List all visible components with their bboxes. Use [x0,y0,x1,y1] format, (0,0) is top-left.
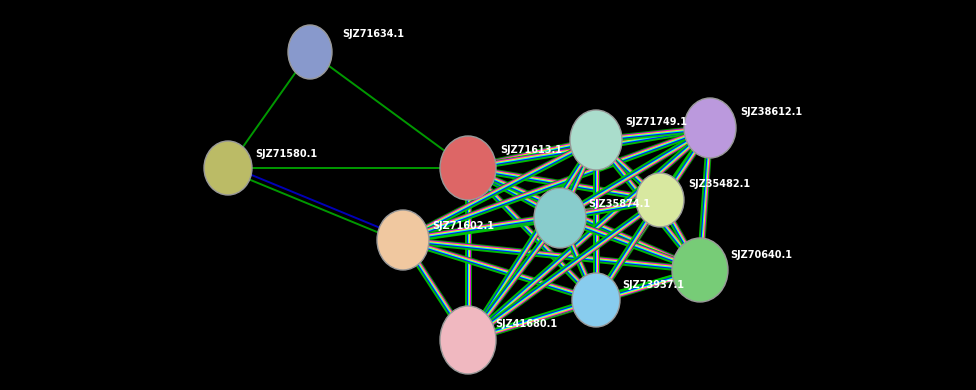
Text: SJZ73937.1: SJZ73937.1 [622,280,684,290]
Text: SJZ35482.1: SJZ35482.1 [688,179,751,189]
Ellipse shape [572,273,620,327]
Ellipse shape [440,136,496,200]
Text: SJZ71749.1: SJZ71749.1 [625,117,687,127]
Text: SJZ35874.1: SJZ35874.1 [588,199,650,209]
Ellipse shape [440,306,496,374]
Text: SJZ71613.1: SJZ71613.1 [500,145,562,155]
Ellipse shape [672,238,728,302]
Text: SJZ70640.1: SJZ70640.1 [730,250,792,260]
Ellipse shape [636,173,684,227]
Text: SJZ71634.1: SJZ71634.1 [342,29,404,39]
Text: SJZ38612.1: SJZ38612.1 [740,107,802,117]
Ellipse shape [570,110,622,170]
Ellipse shape [534,188,586,248]
Ellipse shape [684,98,736,158]
Text: SJZ71580.1: SJZ71580.1 [255,149,317,159]
Ellipse shape [288,25,332,79]
Ellipse shape [377,210,429,270]
Ellipse shape [204,141,252,195]
Text: SJZ41680.1: SJZ41680.1 [495,319,557,329]
Text: SJZ71602.1: SJZ71602.1 [432,221,494,231]
